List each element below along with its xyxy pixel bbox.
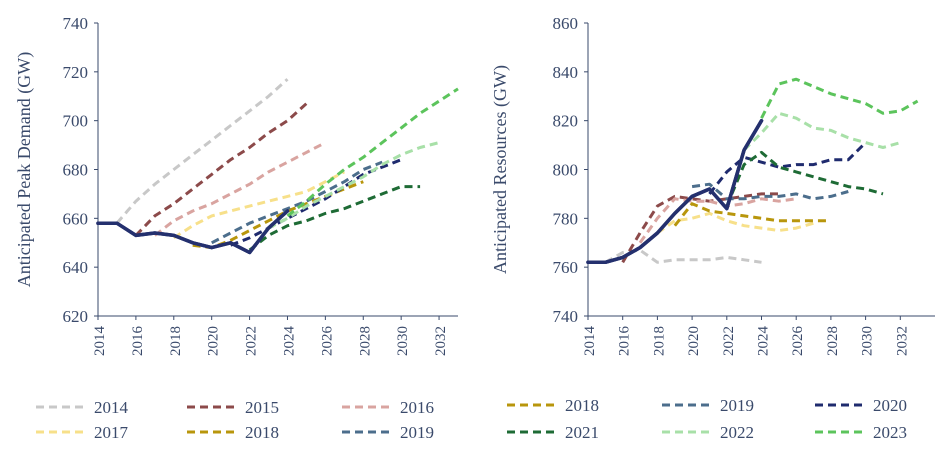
series-line-2021 xyxy=(725,150,884,207)
series-line-2015 xyxy=(134,102,308,237)
series-line-2020 xyxy=(708,141,867,195)
legend-item: 2021 xyxy=(507,423,599,442)
y-tick-label: 780 xyxy=(553,209,579,228)
x-tick-label: 2026 xyxy=(790,326,806,357)
y-tick-label: 700 xyxy=(63,112,89,131)
legend-item: 2018 xyxy=(187,423,279,442)
legend-item: 2016 xyxy=(342,398,434,417)
series-line-2018 xyxy=(673,202,831,227)
series-line-actual xyxy=(586,118,764,265)
series-line-actual-overlay xyxy=(586,118,764,265)
legend-item: 2022 xyxy=(662,423,754,442)
legend-label: 2018 xyxy=(565,396,599,415)
y-tick-label: 860 xyxy=(553,14,579,33)
x-tick-label: 2024 xyxy=(756,326,772,357)
x-tick-label: 2028 xyxy=(825,326,841,356)
series-line-2019 xyxy=(211,160,383,245)
legend-1: 2014 2015 2016 2017 2018 2019 xyxy=(36,398,434,442)
y-tick-label: 760 xyxy=(553,258,579,277)
series-line-2022 xyxy=(267,141,440,230)
x-tick-label: 2032 xyxy=(433,326,449,356)
x-tick-label: 2018 xyxy=(651,326,667,356)
series-line-2014 xyxy=(115,78,289,225)
legend-label: 2021 xyxy=(565,423,599,442)
series-line-2017 xyxy=(172,170,345,240)
x-tick-label: 2024 xyxy=(281,326,297,357)
y-tick-label: 740 xyxy=(63,14,89,33)
y-tick-label: 720 xyxy=(63,63,89,82)
series-line-2022 xyxy=(743,111,901,152)
legend-label: 2019 xyxy=(720,396,754,415)
legend-item: 2017 xyxy=(36,423,129,442)
series-line-2017 xyxy=(656,211,814,235)
x-tick-label: 2030 xyxy=(395,326,411,356)
legend-item: 2023 xyxy=(815,423,907,442)
legend-item: 2015 xyxy=(187,398,279,417)
legend-item: 2019 xyxy=(342,423,434,442)
legend-item: 2018 xyxy=(507,396,599,415)
x-tick-label: 2020 xyxy=(686,326,702,356)
y-tick-label: 620 xyxy=(63,307,89,326)
x-tick-label: 2016 xyxy=(130,326,146,357)
x-tick-label: 2022 xyxy=(721,326,737,356)
x-tick-label: 2014 xyxy=(582,326,598,357)
chart-panel-2: 740 760 780 800 820 840 860 2014 2016 2018 2020 202… xyxy=(490,14,935,356)
x-tick-label: 2026 xyxy=(319,326,335,357)
legend-label: 2016 xyxy=(400,398,434,417)
series-line-2019 xyxy=(691,182,849,201)
y-tick-label: 840 xyxy=(553,63,579,82)
x-tick-label: 2016 xyxy=(617,326,633,357)
legend-item: 2020 xyxy=(815,396,907,415)
legend-item: 2019 xyxy=(662,396,754,415)
y-tick-label: 740 xyxy=(553,307,579,326)
x-tick-label: 2014 xyxy=(92,326,108,357)
series-line-actual-overlay xyxy=(96,209,290,255)
y-axis-title: Anticipated Resources (GW) xyxy=(490,65,511,274)
y-axis-title: Anticipated Peak Demand (GW) xyxy=(14,52,35,287)
legend-label: 2020 xyxy=(873,396,907,415)
chart-panel-1: 620 640 660 680 700 720 740 2014 2016 2018 2020 202… xyxy=(14,14,459,357)
legend-label: 2015 xyxy=(245,398,279,417)
y-tick-label: 680 xyxy=(63,161,89,180)
y-tick-label: 820 xyxy=(553,112,579,131)
series-line-2016 xyxy=(153,141,327,237)
legend-label: 2017 xyxy=(94,423,129,442)
y-tick-label: 800 xyxy=(553,161,579,180)
y-tick-label: 640 xyxy=(63,258,89,277)
x-tick-label: 2022 xyxy=(244,326,260,356)
x-tick-label: 2028 xyxy=(357,326,373,356)
legend-label: 2014 xyxy=(94,398,129,417)
legend-item: 2014 xyxy=(36,398,129,417)
x-tick-label: 2032 xyxy=(894,326,910,356)
legend-2: 2018 2019 2020 2021 2022 2023 xyxy=(507,396,907,442)
legend-label: 2023 xyxy=(873,423,907,442)
y-tick-label: 660 xyxy=(63,209,89,228)
x-tick-label: 2018 xyxy=(168,326,184,356)
x-tick-label: 2020 xyxy=(206,326,222,356)
series-line-2023 xyxy=(760,77,919,119)
legend-label: 2019 xyxy=(400,423,434,442)
series-line-2016 xyxy=(638,197,797,244)
series-line-2021 xyxy=(248,185,421,252)
legend-label: 2022 xyxy=(720,423,754,442)
series-line-2023 xyxy=(286,87,459,218)
x-tick-label: 2030 xyxy=(860,326,876,356)
legend-label: 2018 xyxy=(245,423,279,442)
